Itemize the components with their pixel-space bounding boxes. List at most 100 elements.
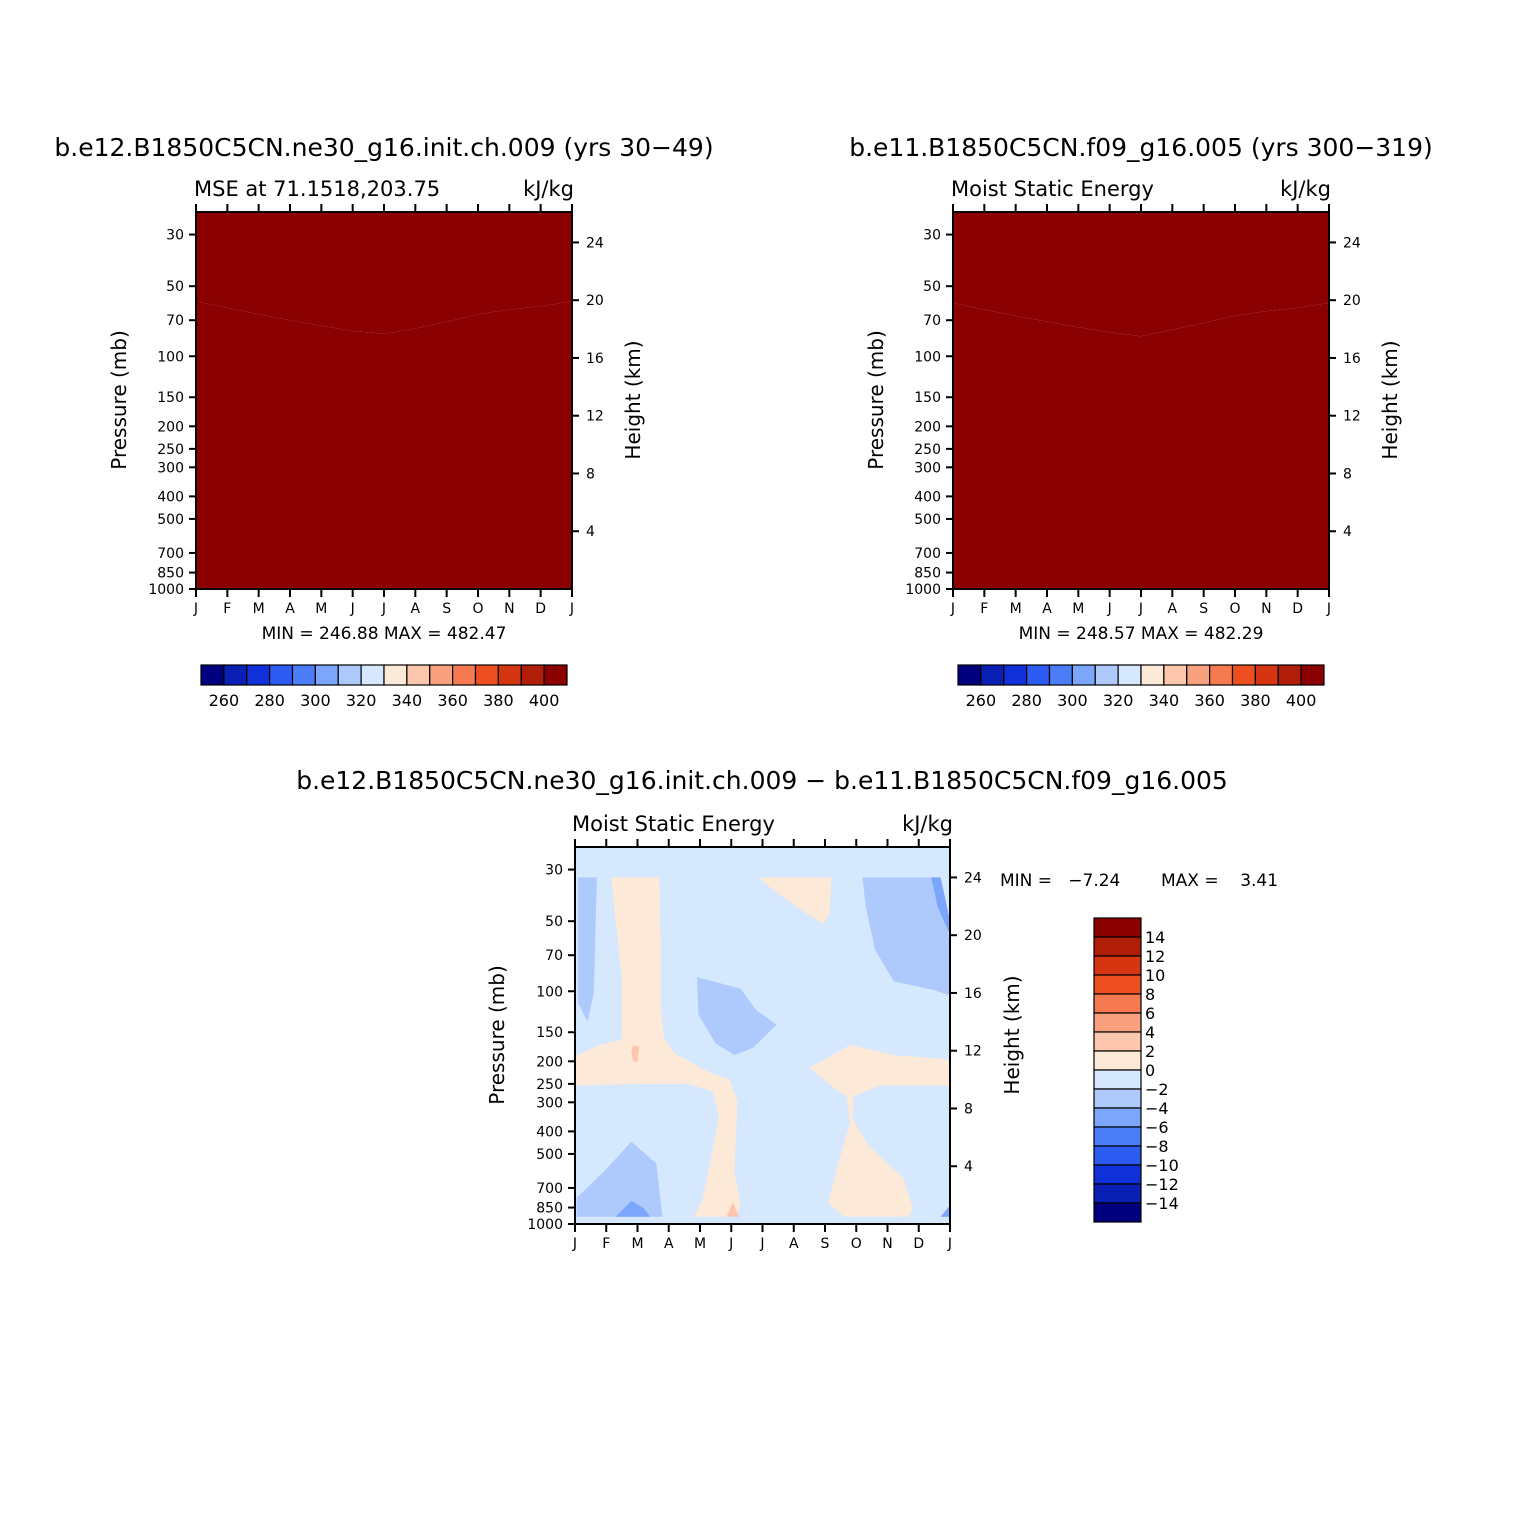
- height-tick-label: 16: [1343, 351, 1361, 367]
- height-tick-label: 8: [964, 1101, 973, 1117]
- height-tick-label: 20: [586, 293, 604, 309]
- pressure-tick-label: 500: [157, 512, 184, 528]
- colorbar-label: 340: [392, 691, 423, 710]
- colorbar-swatch: [520, 664, 545, 686]
- month-tick-label: F: [602, 1236, 610, 1252]
- month-tick-label: A: [411, 601, 421, 617]
- height-tick-label: 12: [586, 409, 604, 425]
- month-tick-label: J: [1138, 601, 1143, 617]
- month-tick-label: J: [947, 1236, 952, 1252]
- pressure-tick-label: 300: [157, 460, 184, 476]
- colorbar-swatch: [1140, 664, 1165, 686]
- month-tick-label: J: [350, 601, 355, 617]
- colorbar-swatch: [291, 664, 316, 686]
- colorbar-swatch: [1003, 664, 1028, 686]
- panel-1-colorbar: 260 280 300 320 340 360 380 400: [200, 664, 568, 710]
- pressure-tick-label: 400: [914, 489, 941, 505]
- height-tick-label: 8: [1343, 466, 1352, 482]
- panel-2-ylabel: Pressure (mb): [864, 330, 888, 470]
- colorbar-swatch: [1254, 664, 1279, 686]
- month-tick-label: J: [572, 1236, 577, 1252]
- colorbar-swatch: [269, 664, 294, 686]
- colorbar-label: 400: [529, 691, 560, 710]
- contour-band-top: [196, 212, 572, 334]
- colorbar-label: 4: [1145, 1023, 1155, 1042]
- month-tick-label: O: [1229, 601, 1240, 617]
- pressure-tick-label: 70: [923, 313, 941, 329]
- panel-1: b.e12.B1850C5CN.ne30_g16.init.ch.009 (yr…: [54, 133, 713, 710]
- height-tick-label: 20: [1343, 293, 1361, 309]
- panel-3-contours: [575, 847, 950, 1224]
- contour-region: [615, 1200, 650, 1217]
- panel-1-ylabel-right: Height (km): [621, 340, 645, 459]
- month-tick-label: J: [1107, 601, 1112, 617]
- panel-2-units: kJ/kg: [1280, 177, 1331, 201]
- colorbar-label: −6: [1145, 1118, 1169, 1137]
- contour-band: [196, 301, 572, 589]
- pressure-tick-label: 700: [536, 1181, 563, 1197]
- colorbar-swatch: [1300, 664, 1325, 686]
- panel-2-stats: MIN = 248.57 MAX = 482.29: [1019, 624, 1264, 644]
- colorbar-label: −12: [1145, 1175, 1179, 1194]
- panel-3-units: kJ/kg: [902, 812, 953, 836]
- month-tick-label: J: [569, 601, 574, 617]
- height-tick-label: 12: [1343, 409, 1361, 425]
- height-tick-label: 8: [586, 466, 595, 482]
- height-tick-label: 16: [964, 986, 982, 1002]
- colorbar-label: 280: [254, 691, 285, 710]
- pressure-tick-label: 30: [166, 228, 184, 244]
- colorbar-label: 6: [1145, 1004, 1155, 1023]
- contour-region: [862, 877, 950, 996]
- colorbar-label: 0: [1145, 1061, 1155, 1080]
- pressure-tick-label: 250: [536, 1077, 563, 1093]
- height-tick-label: 4: [1343, 524, 1352, 540]
- colorbar-swatch: [1093, 1126, 1142, 1147]
- colorbar-label: 320: [1103, 691, 1134, 710]
- contour-region: [809, 1044, 950, 1217]
- colorbar-label: 8: [1145, 985, 1155, 1004]
- month-tick-label: S: [442, 601, 451, 617]
- colorbar-label: −4: [1145, 1099, 1169, 1118]
- contour-region: [576, 1141, 663, 1217]
- month-tick-label: M: [1072, 601, 1084, 617]
- panel-2: b.e11.B1850C5CN.f09_g16.005 (yrs 300−319…: [849, 133, 1433, 710]
- colorbar-swatch: [1048, 664, 1073, 686]
- month-tick-label: M: [631, 1236, 643, 1252]
- height-tick-label: 12: [964, 1044, 982, 1060]
- month-tick-label: O: [851, 1236, 862, 1252]
- contour-region: [631, 1044, 640, 1063]
- colorbar-swatch: [980, 664, 1005, 686]
- pressure-tick-label: 30: [923, 228, 941, 244]
- colorbar-label: −14: [1145, 1194, 1179, 1213]
- colorbar-swatch: [1231, 664, 1256, 686]
- colorbar-label: 380: [1240, 691, 1271, 710]
- colorbar-swatch: [1277, 664, 1302, 686]
- month-tick-label: N: [882, 1236, 892, 1252]
- month-tick-label: M: [253, 601, 265, 617]
- month-tick-label: S: [821, 1236, 830, 1252]
- month-tick-label: J: [381, 601, 386, 617]
- colorbar-label: 360: [1194, 691, 1225, 710]
- colorbar-swatch: [314, 664, 339, 686]
- pressure-tick-label: 200: [536, 1054, 563, 1070]
- colorbar-swatch: [1093, 1088, 1142, 1109]
- colorbar-label: 260: [966, 691, 997, 710]
- height-tick-label: 4: [964, 1159, 973, 1175]
- pressure-tick-label: 250: [914, 442, 941, 458]
- colorbar-swatch: [452, 664, 477, 686]
- colorbar-swatch: [474, 664, 499, 686]
- colorbar-swatch: [1093, 1069, 1142, 1090]
- month-tick-label: N: [1261, 601, 1271, 617]
- colorbar-label: 260: [209, 691, 240, 710]
- colorbar-swatch: [1186, 664, 1211, 686]
- month-tick-label: A: [664, 1236, 674, 1252]
- contour-region: [578, 877, 597, 1022]
- pressure-tick-label: 100: [536, 984, 563, 1000]
- colorbar-label: 12: [1145, 947, 1165, 966]
- panel-1-contours: [196, 212, 572, 589]
- pressure-tick-label: 500: [914, 512, 941, 528]
- height-tick-label: 20: [964, 928, 982, 944]
- colorbar-label: −2: [1145, 1080, 1169, 1099]
